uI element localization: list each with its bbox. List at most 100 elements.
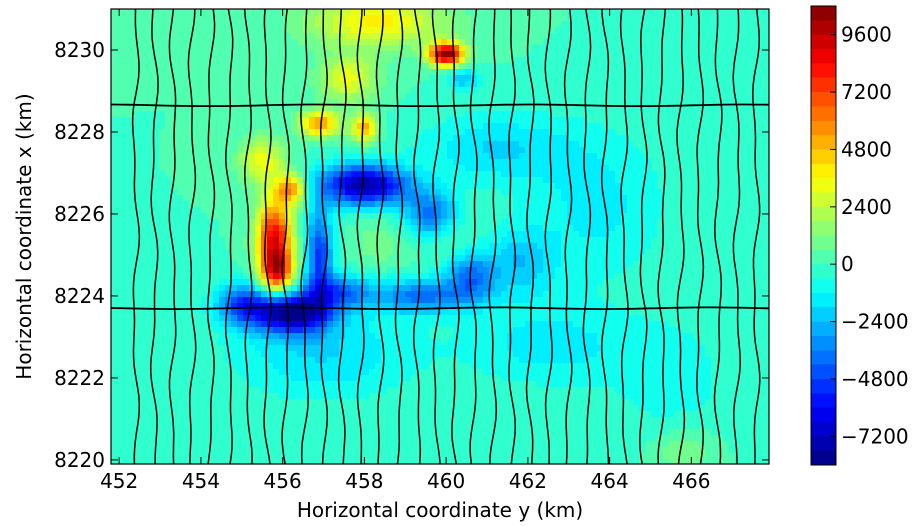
heatmap-cell [549,51,556,58]
heatmap-cell [549,273,556,280]
heatmap-cell [273,267,280,274]
heatmap-cell [693,141,700,148]
heatmap-cell [585,9,592,16]
heatmap-cell [183,141,190,148]
heatmap-cell [603,153,610,160]
heatmap-cell [189,225,196,232]
heatmap-cell [387,267,394,274]
heatmap-cell [711,153,718,160]
heatmap-cell [759,21,766,28]
heatmap-cell [711,147,718,154]
heatmap-cell [291,39,298,46]
heatmap-cell [345,279,352,286]
heatmap-cell [681,159,688,166]
heatmap-cell [111,87,118,94]
heatmap-cell [315,69,322,76]
heatmap-cell [645,51,652,58]
heatmap-cell [531,147,538,154]
heatmap-cell [261,135,268,142]
heatmap-cell [225,201,232,208]
heatmap-cell [483,153,490,160]
heatmap-cell [375,57,382,64]
heatmap-cell [243,99,250,106]
heatmap-cell [447,249,454,256]
heatmap-cell [249,243,256,250]
heatmap-cell [549,27,556,34]
heatmap-cell [243,237,250,244]
heatmap-cell [285,51,292,58]
heatmap-cell [525,135,532,142]
heatmap-cell [759,51,766,58]
heatmap-cell [237,57,244,64]
heatmap-cell [333,129,340,136]
heatmap-cell [753,135,760,142]
heatmap-cell [297,225,304,232]
heatmap-cell [477,171,484,178]
heatmap-cell [297,249,304,256]
heatmap-cell [405,147,412,154]
heatmap-cell [285,225,292,232]
heatmap-cell [573,69,580,76]
heatmap-cell [639,267,646,274]
heatmap-cell [123,189,130,196]
heatmap-cell [213,21,220,28]
heatmap-cell [471,255,478,262]
heatmap-cell [513,249,520,256]
heatmap-cell [699,123,706,130]
heatmap-cell [381,279,388,286]
heatmap-cell [687,207,694,214]
heatmap-cell [381,219,388,226]
heatmap-cell [453,99,460,106]
heatmap-cell [579,219,586,226]
heatmap-cell [183,15,190,22]
heatmap-cell [651,231,658,238]
heatmap-cell [549,243,556,250]
heatmap-cell [729,249,736,256]
heatmap-cell [621,111,628,118]
heatmap-cell [297,267,304,274]
heatmap-cell [519,33,526,40]
heatmap-cell [711,273,718,280]
heatmap-cell [543,123,550,130]
heatmap-cell [501,93,508,100]
heatmap-cell [693,177,700,184]
heatmap-cell [135,183,142,190]
heatmap-cell [123,57,130,64]
heatmap-cell [363,195,370,202]
heatmap-cell [459,249,466,256]
heatmap-cell [507,15,514,22]
heatmap-cell [723,51,730,58]
heatmap-cell [159,45,166,52]
heatmap-cell [525,219,532,226]
heatmap-cell [717,147,724,154]
heatmap-cell [603,45,610,52]
heatmap-cell [135,237,142,244]
heatmap-cell [357,111,364,118]
heatmap-cell [627,237,634,244]
heatmap-cell [165,267,172,274]
heatmap-cell [579,177,586,184]
heatmap-cell [495,93,502,100]
heatmap-cell [129,147,136,154]
heatmap-cell [225,51,232,58]
heatmap-cell [153,213,160,220]
heatmap-cell [591,141,598,148]
heatmap-cell [285,93,292,100]
heatmap-cell [219,69,226,76]
heatmap-cell [447,147,454,154]
heatmap-cell [333,219,340,226]
heatmap-cell [219,201,226,208]
heatmap-cell [753,195,760,202]
heatmap-cell [609,63,616,70]
heatmap-cell [543,195,550,202]
heatmap-cell [579,147,586,154]
heatmap-cell [189,75,196,82]
heatmap-cell [645,87,652,94]
heatmap-cell [435,225,442,232]
heatmap-cell [675,21,682,28]
heatmap-cell [141,213,148,220]
heatmap-cell [459,99,466,106]
heatmap-cell [381,51,388,58]
heatmap-cell [351,33,358,40]
heatmap-cell [633,243,640,250]
